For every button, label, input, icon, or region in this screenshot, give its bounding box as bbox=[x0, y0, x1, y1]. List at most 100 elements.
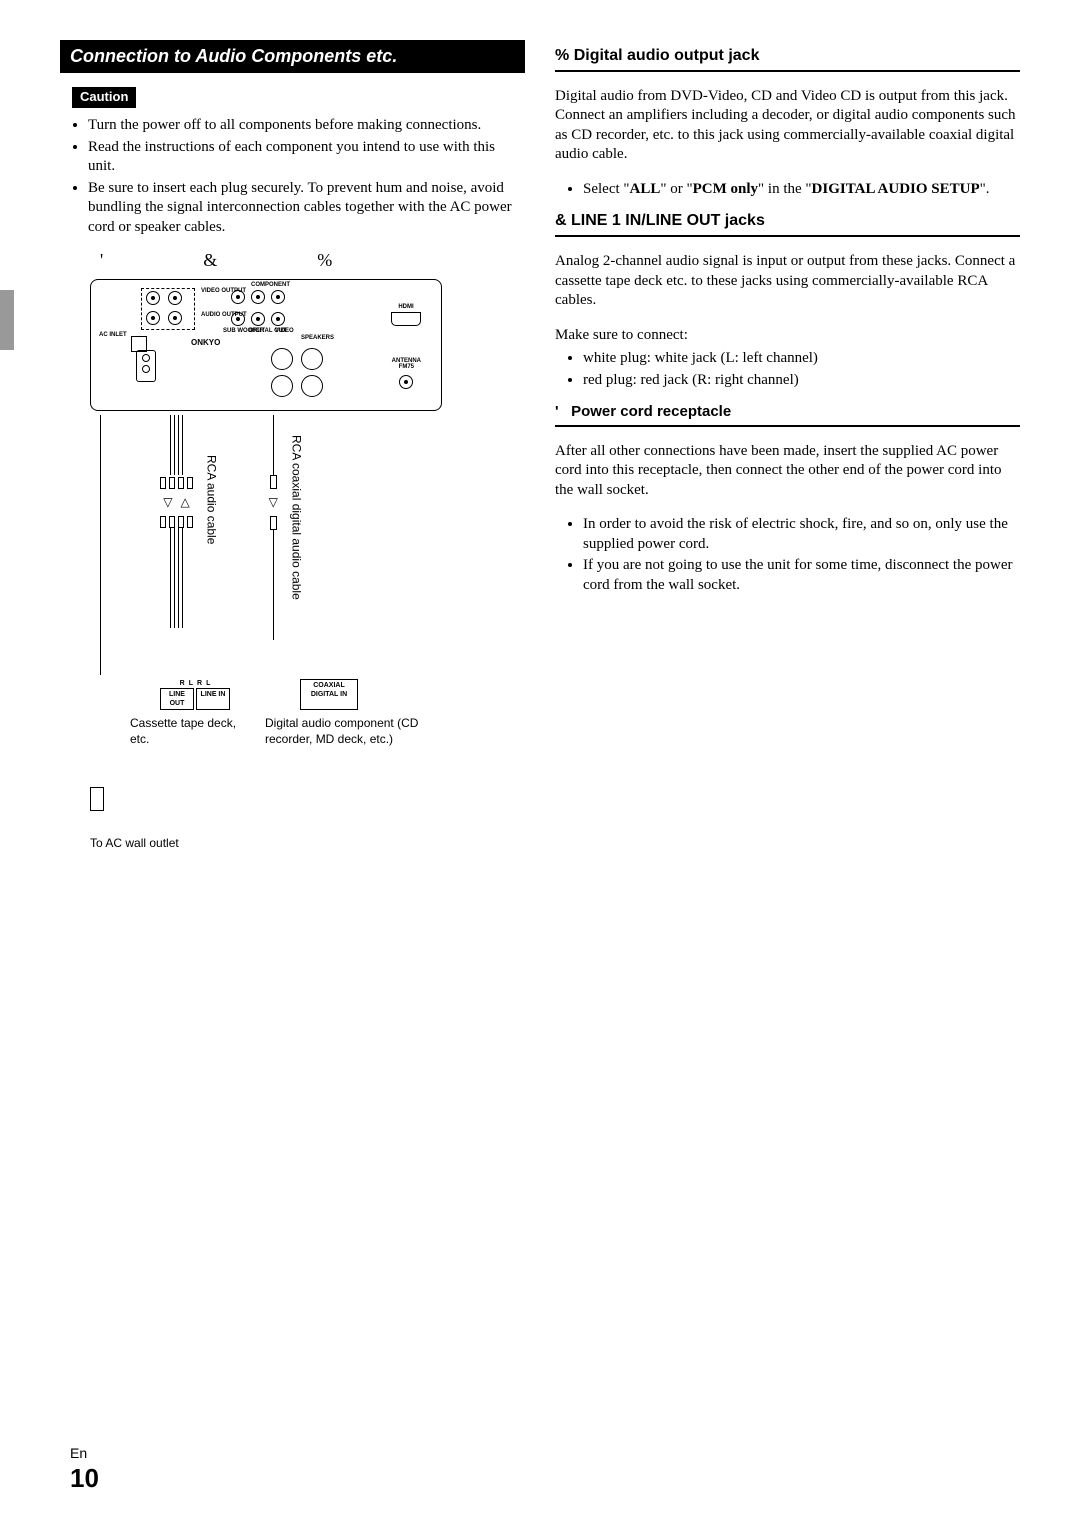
label-speakers: SPEAKERS bbox=[301, 335, 334, 341]
rca-cable-label: RCA audio cable bbox=[203, 455, 219, 544]
rca-cable-left: ▽ △ bbox=[160, 415, 193, 629]
list-item: red plug: red jack (R: right channel) bbox=[583, 371, 1020, 391]
digital-audio-bullet: Select "ALL" or "PCM only" in the "DIGIT… bbox=[583, 180, 1020, 200]
label-hdmi: HDMI bbox=[391, 304, 421, 310]
marker: % bbox=[555, 47, 569, 64]
caution-item: Turn the power off to all components bef… bbox=[88, 116, 525, 136]
rca-plug-icon bbox=[160, 516, 166, 528]
label-ac-inlet: AC INLET bbox=[99, 332, 127, 338]
hdmi-port-icon bbox=[391, 312, 421, 326]
main-columns: Connection to Audio Components etc. Caut… bbox=[60, 40, 1020, 851]
side-tab bbox=[0, 290, 14, 350]
power-cord-list: In order to avoid the risk of electric s… bbox=[555, 515, 1020, 595]
heading-line-jacks: & LINE 1 IN/LINE OUT jacks bbox=[555, 211, 1020, 237]
jack bbox=[271, 290, 285, 304]
hdmi-group: HDMI bbox=[391, 304, 421, 326]
language-label: En bbox=[70, 1444, 99, 1462]
list-item: In order to avoid the risk of electric s… bbox=[583, 515, 1020, 554]
heading-power-cord: ' Power cord receptacle bbox=[555, 402, 1020, 427]
rear-panel: VIDEO OUTPUT COMPONENT AUDIO OUTPUT SUB … bbox=[90, 279, 442, 411]
callout-a: ' bbox=[100, 249, 103, 272]
digital-audio-para: Digital audio from DVD-Video, CD and Vid… bbox=[555, 87, 1020, 165]
bold-setup: DIGITAL AUDIO SETUP bbox=[812, 181, 980, 197]
jack bbox=[251, 312, 265, 326]
line-jacks-para: Analog 2-channel audio signal is input o… bbox=[555, 252, 1020, 311]
heading-text: LINE 1 IN/LINE OUT jacks bbox=[571, 212, 765, 229]
caution-item: Be sure to insert each plug securely. To… bbox=[88, 179, 525, 238]
jack bbox=[168, 291, 182, 305]
label-r: R bbox=[180, 679, 185, 688]
ac-outlet-group: To AC wall outlet bbox=[90, 787, 525, 851]
line-jacks-list: white plug: white jack (L: left channel)… bbox=[555, 349, 1020, 390]
marker: ' bbox=[555, 403, 559, 420]
speaker-terminal bbox=[271, 375, 293, 397]
label-video: VIDEO bbox=[275, 328, 294, 334]
marker: & bbox=[555, 212, 567, 229]
caution-list: Turn the power off to all components bef… bbox=[60, 116, 525, 237]
line-jacks-box bbox=[141, 288, 195, 330]
coax-plug-icon bbox=[270, 475, 277, 489]
list-item: white plug: white jack (L: left channel) bbox=[583, 349, 1020, 369]
rca-plug-icon bbox=[169, 516, 175, 528]
coax-plug-icon bbox=[270, 516, 277, 530]
jack bbox=[168, 311, 182, 325]
digital-audio-list: Select "ALL" or "PCM only" in the "DIGIT… bbox=[555, 180, 1020, 200]
rca-plug-icon bbox=[187, 477, 193, 489]
label-antenna: ANTENNA FM75 bbox=[392, 358, 421, 370]
brand-label: ONKYO bbox=[191, 338, 220, 348]
page-footer: En 10 bbox=[70, 1444, 99, 1496]
rca-plug-icon bbox=[169, 477, 175, 489]
speaker-terminal bbox=[271, 348, 293, 370]
rca-plug-icon bbox=[178, 516, 184, 528]
cassette-label: Cassette tape deck, etc. bbox=[130, 716, 240, 747]
coax-cable-label: RCA coaxial digital audio cable bbox=[288, 435, 304, 600]
label-component: COMPONENT bbox=[251, 282, 290, 288]
page-number: 10 bbox=[70, 1462, 99, 1496]
right-column: % Digital audio output jack Digital audi… bbox=[555, 40, 1020, 851]
label-l: L bbox=[206, 679, 210, 688]
bold-pcm: PCM only bbox=[693, 181, 758, 197]
line-labels: R L R L LINE OUT LINE IN bbox=[160, 679, 230, 710]
cable-area: ▽ △ RCA audi bbox=[90, 415, 525, 675]
caution-label: Caution bbox=[72, 87, 136, 108]
caution-item: Read the instructions of each component … bbox=[88, 138, 525, 177]
callout-c: % bbox=[317, 249, 332, 272]
connection-diagram: ' & % VIDEO OUTPUT COMPONENT AUDIO OUTPU bbox=[60, 249, 525, 851]
connector-labels: R L R L LINE OUT LINE IN COAXIAL DIGITAL… bbox=[90, 679, 525, 710]
text: " or " bbox=[660, 181, 692, 197]
power-cord-para: After all other connections have been ma… bbox=[555, 442, 1020, 501]
make-sure-text: Make sure to connect: bbox=[555, 326, 1020, 346]
jack bbox=[231, 290, 245, 304]
jack bbox=[251, 290, 265, 304]
speaker-terminal bbox=[301, 348, 323, 370]
jack bbox=[146, 311, 160, 325]
jack bbox=[271, 312, 285, 326]
label-l: L bbox=[189, 679, 193, 688]
ac-plug-icon bbox=[90, 787, 104, 811]
heading-digital-audio: % Digital audio output jack bbox=[555, 46, 1020, 72]
ac-receptacle-icon bbox=[136, 350, 156, 382]
antenna-jack bbox=[399, 375, 413, 389]
jack bbox=[146, 291, 160, 305]
heading-text: Digital audio output jack bbox=[574, 47, 760, 64]
arrow-icon: ▽ bbox=[269, 495, 278, 511]
ac-wall-label: To AC wall outlet bbox=[90, 836, 525, 852]
arrow-icon: △ bbox=[181, 495, 190, 511]
arrow-icon: ▽ bbox=[163, 495, 172, 511]
coax-in-box: COAXIAL DIGITAL IN bbox=[300, 679, 358, 710]
diagram-callouts: ' & % bbox=[60, 249, 525, 272]
coax-cable: ▽ bbox=[269, 415, 278, 641]
line-out-box: LINE OUT bbox=[160, 688, 194, 710]
label-r: R bbox=[197, 679, 202, 688]
digital-component-label: Digital audio component (CD recorder, MD… bbox=[265, 716, 445, 747]
callout-b: & bbox=[203, 249, 217, 272]
heading-text: Power cord receptacle bbox=[571, 403, 731, 420]
rca-plug-icon bbox=[187, 516, 193, 528]
component-labels: Cassette tape deck, etc. Digital audio c… bbox=[90, 716, 525, 747]
text: Select " bbox=[583, 181, 630, 197]
fm75-text: FM75 bbox=[399, 364, 414, 370]
text: ". bbox=[980, 181, 990, 197]
bold-all: ALL bbox=[630, 181, 661, 197]
line-in-box: LINE IN bbox=[196, 688, 230, 710]
jack bbox=[231, 312, 245, 326]
